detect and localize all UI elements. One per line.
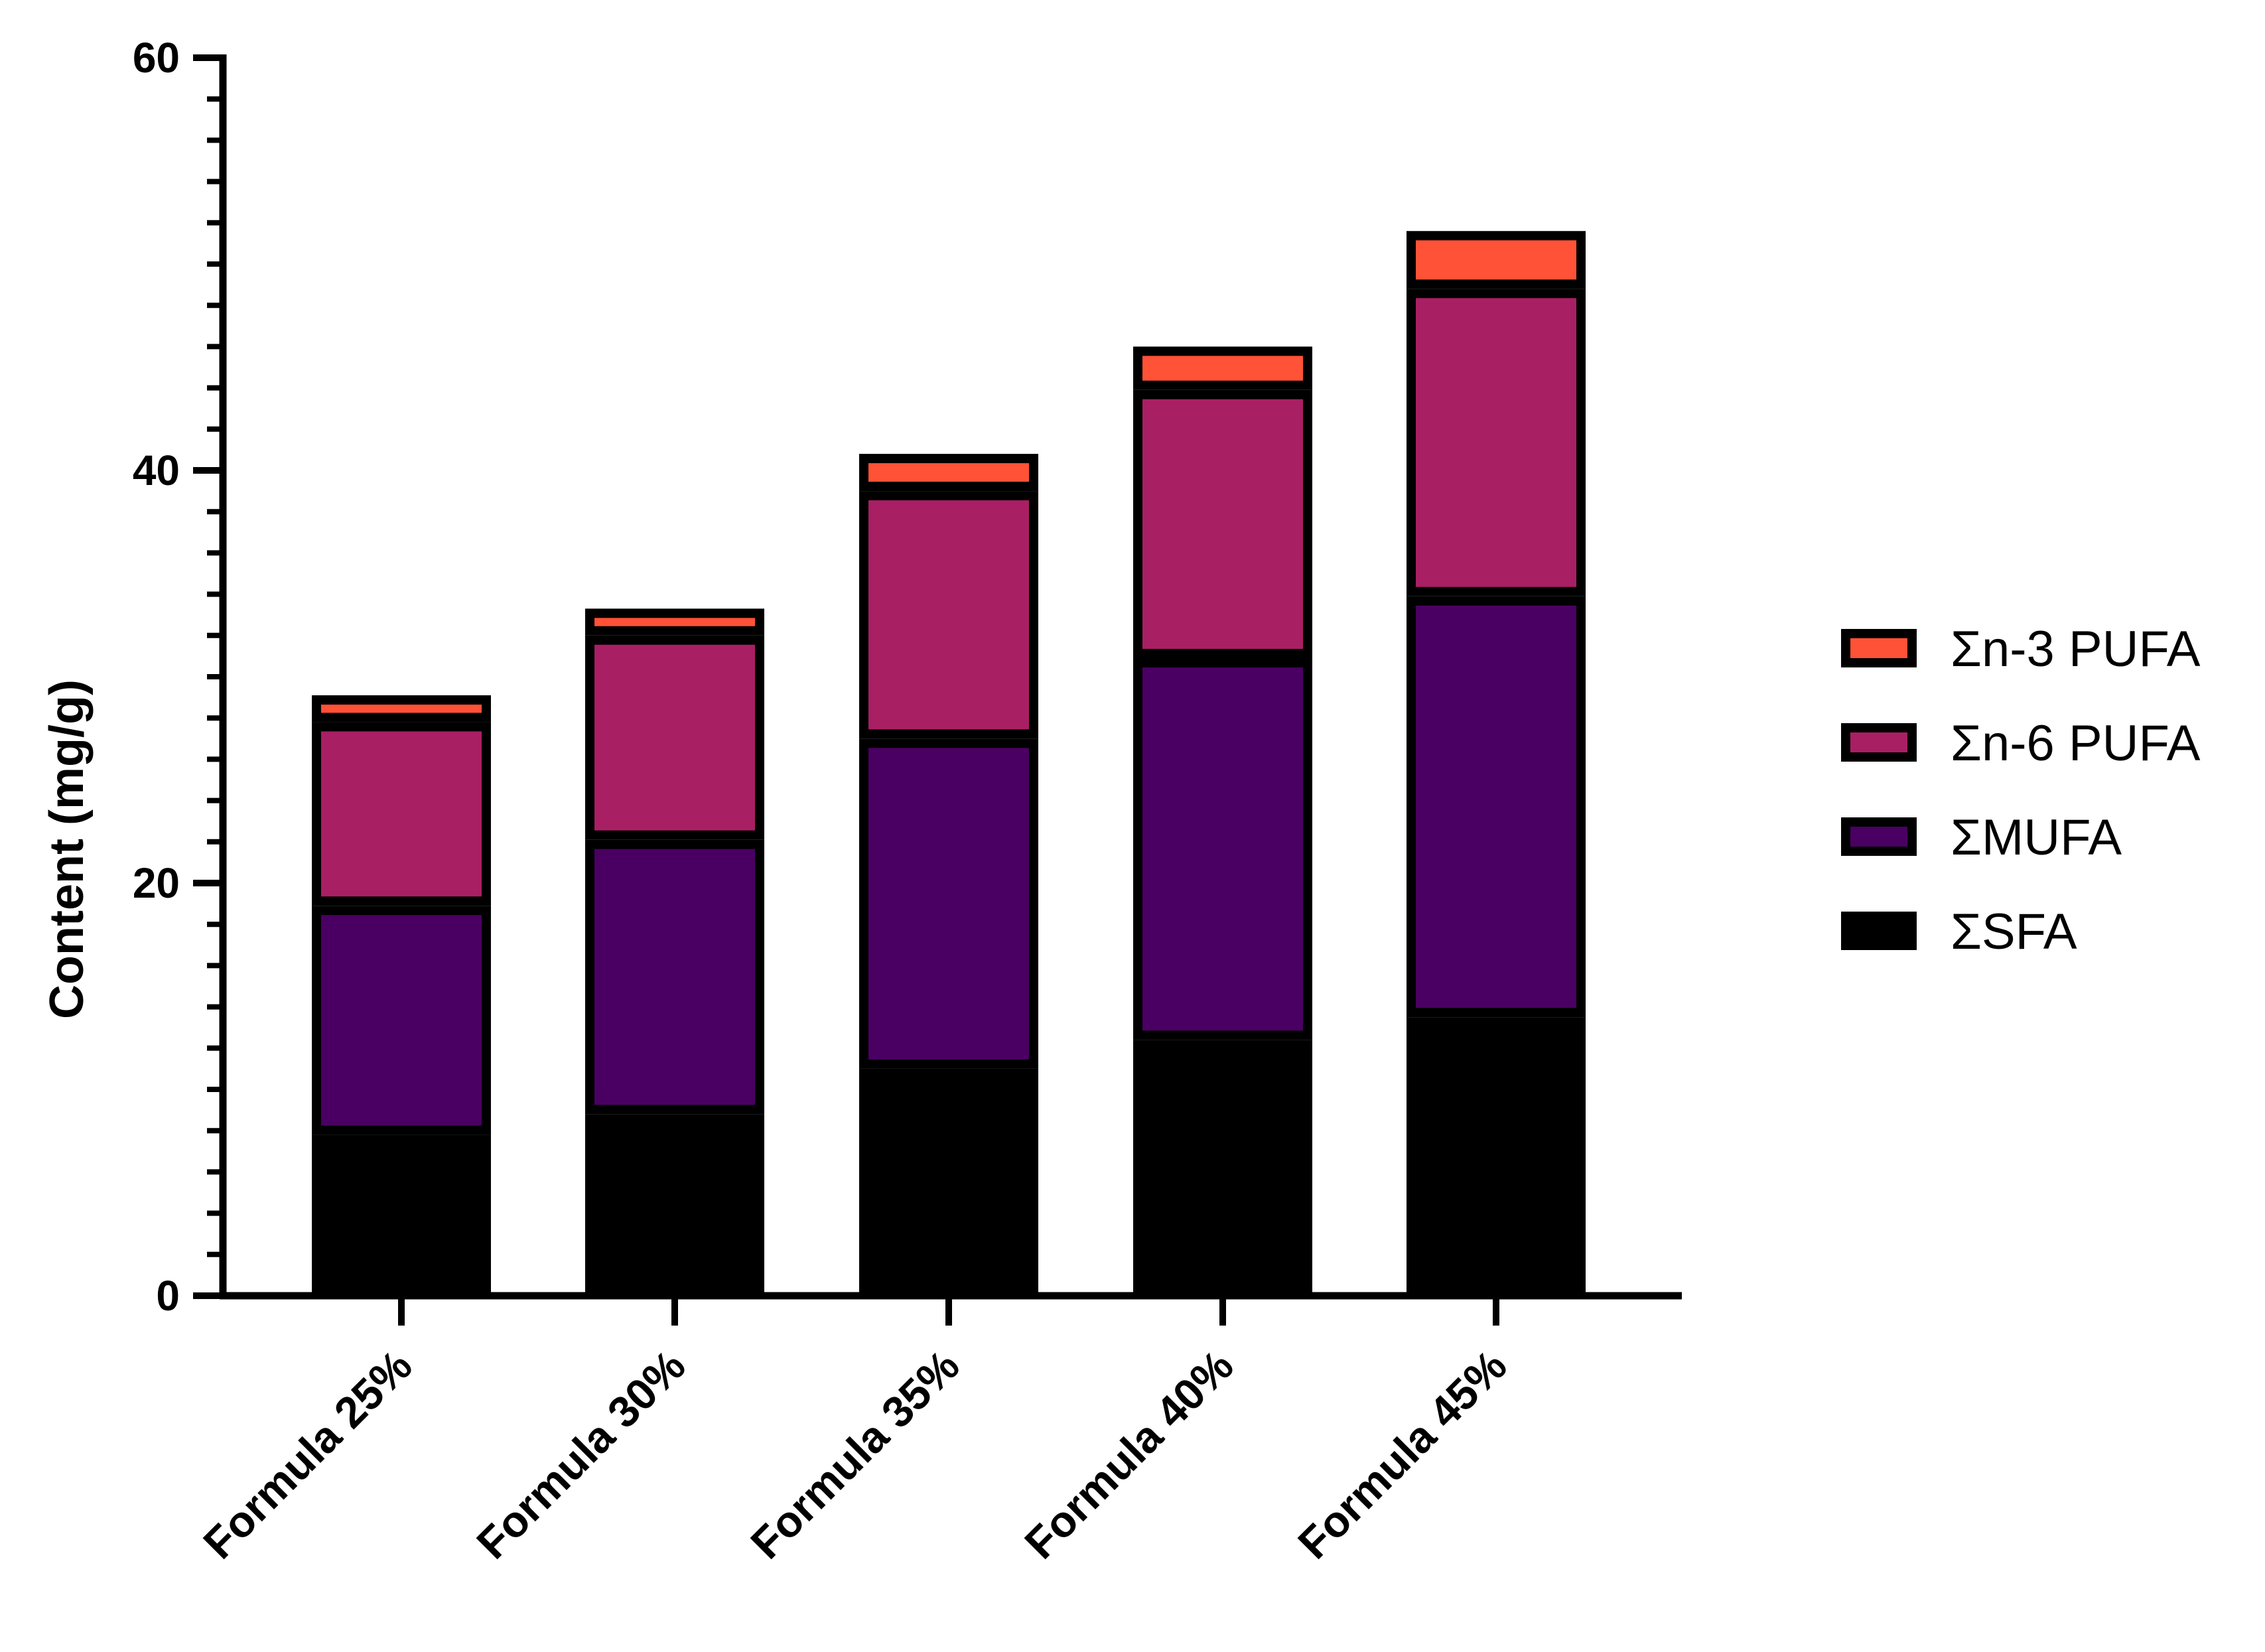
bar-segment-sfa-2 (585, 1114, 764, 1296)
bar-segment-mufa-5 (1407, 596, 1586, 1018)
legend-label: ΣMUFA (1951, 809, 2122, 866)
bar-segment-sfa-3 (859, 1068, 1038, 1296)
bars-layer (312, 231, 1586, 1296)
y-tick-label: 60 (133, 34, 180, 82)
axes-layer (193, 54, 1682, 1326)
bar-segment-mufa-1 (312, 906, 491, 1135)
bar-segment-n6pufa-4 (1133, 389, 1312, 659)
x-tick-label: Formula 35% (741, 1341, 969, 1568)
legend-label: ΣSFA (1951, 904, 2077, 960)
bar-segment-n6pufa-1 (312, 722, 491, 906)
bar-segment-n3pufa-1 (312, 695, 491, 723)
bar-segment-sfa-1 (312, 1135, 491, 1296)
x-tick-label: Formula 30% (467, 1341, 695, 1568)
x-tick-label: Formula 25% (194, 1341, 421, 1568)
bar-segment-sfa-4 (1133, 1040, 1312, 1296)
bar-segment-n3pufa-2 (585, 608, 764, 636)
bar-segment-n6pufa-3 (859, 491, 1038, 739)
y-tick-label: 40 (133, 447, 180, 494)
bar-segment-mufa-4 (1133, 658, 1312, 1040)
legend-swatch (1841, 629, 1917, 667)
legend-label: Σn-3 PUFA (1951, 621, 2201, 677)
x-tick-label: Formula 40% (1015, 1341, 1243, 1568)
bar-segment-mufa-2 (585, 839, 764, 1115)
bar-segment-sfa-5 (1407, 1017, 1586, 1296)
legend-swatch (1841, 912, 1917, 950)
legend: Σn-3 PUFA Σn-6 PUFA ΣMUFA ΣSFA (1841, 621, 2201, 960)
y-axis-title: Content (mg/g) (40, 679, 94, 1019)
legend-swatch (1841, 723, 1917, 762)
bar-segment-n3pufa-4 (1133, 346, 1312, 390)
bar-segment-mufa-3 (859, 738, 1038, 1069)
bar-segment-n3pufa-3 (859, 454, 1038, 492)
bar-segment-n6pufa-5 (1407, 289, 1586, 596)
legend-swatch (1841, 817, 1917, 856)
bar-segment-n3pufa-5 (1407, 231, 1586, 289)
y-tick-label: 0 (156, 1272, 180, 1320)
legend-label: Σn-6 PUFA (1951, 715, 2201, 772)
y-tick-label: 20 (133, 859, 180, 907)
bar-segment-n6pufa-2 (585, 635, 764, 840)
x-tick-label: Formula 45% (1288, 1341, 1516, 1568)
